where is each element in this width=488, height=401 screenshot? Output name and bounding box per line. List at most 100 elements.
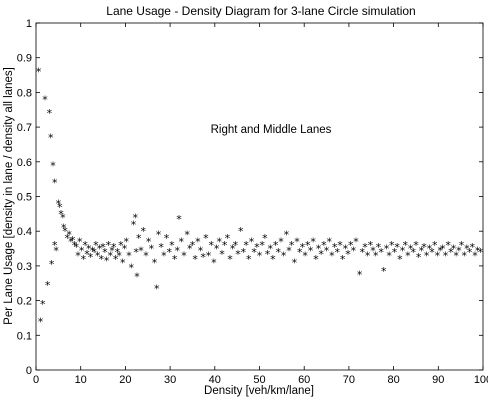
data-point: * xyxy=(265,248,271,261)
data-point: * xyxy=(370,244,376,257)
data-point: * xyxy=(62,225,68,238)
data-point: * xyxy=(143,249,149,262)
data-point: * xyxy=(360,246,366,259)
data-point: * xyxy=(225,232,231,245)
data-point: * xyxy=(397,253,403,266)
y-tick-label: 0.9 xyxy=(17,53,32,65)
data-point: * xyxy=(362,241,368,254)
data-point: * xyxy=(238,225,244,238)
data-point: * xyxy=(402,239,408,252)
data-point: * xyxy=(211,256,217,269)
data-point: * xyxy=(77,236,83,249)
data-point: * xyxy=(233,239,239,252)
data-point: * xyxy=(169,239,175,252)
data-point: * xyxy=(400,244,406,257)
data-point: * xyxy=(86,243,92,256)
data-point: * xyxy=(381,265,387,278)
data-point: * xyxy=(116,249,122,262)
data-point: * xyxy=(276,246,282,259)
data-point: * xyxy=(300,241,306,254)
data-point: * xyxy=(40,298,46,311)
data-point: * xyxy=(421,241,427,254)
data-point: * xyxy=(389,239,395,252)
y-tick-label: 0.5 xyxy=(17,192,32,204)
data-point: * xyxy=(82,239,88,252)
data-point: * xyxy=(175,244,181,257)
data-point: * xyxy=(297,246,303,259)
data-point: * xyxy=(353,236,359,249)
x-tick-label: 30 xyxy=(164,374,176,386)
data-point: * xyxy=(65,232,71,245)
data-point: * xyxy=(203,232,209,245)
data-point: * xyxy=(357,269,363,282)
y-tick-label: 0.1 xyxy=(17,330,32,342)
data-point: * xyxy=(408,243,414,256)
data-point: * xyxy=(156,229,162,242)
y-tick-label: 1 xyxy=(26,18,32,30)
data-point: * xyxy=(345,248,351,261)
data-point: * xyxy=(243,239,249,252)
x-tick-label: 50 xyxy=(253,374,265,386)
data-point: * xyxy=(305,239,311,252)
data-point: * xyxy=(99,253,105,266)
data-point: * xyxy=(459,239,465,252)
data-point: * xyxy=(413,239,419,252)
data-point: * xyxy=(45,279,51,292)
data-point: * xyxy=(435,249,441,262)
plot-frame xyxy=(35,22,484,371)
data-point: * xyxy=(107,249,113,262)
data-point: * xyxy=(456,244,462,257)
data-point: * xyxy=(246,253,252,266)
data-point: * xyxy=(373,249,379,262)
data-point: * xyxy=(472,249,478,262)
data-point: * xyxy=(278,236,284,249)
data-point: * xyxy=(348,239,354,252)
data-point: * xyxy=(152,256,158,269)
y-tick-label: 0.6 xyxy=(17,157,32,169)
data-point: * xyxy=(97,243,103,256)
data-point: * xyxy=(102,246,108,259)
data-point: * xyxy=(249,236,255,249)
data-point: * xyxy=(289,239,295,252)
data-point: * xyxy=(146,236,152,249)
data-point: * xyxy=(475,244,481,257)
data-point: * xyxy=(453,249,459,262)
data-point: * xyxy=(324,244,330,257)
data-point: * xyxy=(47,107,53,120)
data-point: * xyxy=(284,229,290,242)
data-point: * xyxy=(158,241,164,254)
data-point: * xyxy=(451,243,457,256)
data-point: * xyxy=(124,236,130,249)
data-point: * xyxy=(416,251,422,264)
data-point: * xyxy=(52,239,58,252)
x-tick-label: 90 xyxy=(432,374,444,386)
data-point: * xyxy=(49,258,55,271)
data-point: * xyxy=(38,315,44,328)
data-point: * xyxy=(95,249,101,262)
data-point: * xyxy=(198,244,204,257)
data-point: * xyxy=(149,243,155,256)
y-tick-label: 0.4 xyxy=(17,226,32,238)
data-point: * xyxy=(109,244,115,257)
data-point: * xyxy=(36,66,42,79)
data-point: * xyxy=(72,239,78,252)
data-point: * xyxy=(440,243,446,256)
series-annotation: Right and Middle Lanes xyxy=(211,124,332,136)
data-point: * xyxy=(429,246,435,259)
data-point: * xyxy=(60,211,66,224)
data-point: * xyxy=(70,234,76,247)
data-point: * xyxy=(192,253,198,266)
data-point: * xyxy=(115,246,121,259)
y-axis-label: Per Lane Usage [density in lane / densit… xyxy=(3,67,15,325)
x-tick-label: 0 xyxy=(33,374,39,386)
data-point: * xyxy=(222,239,228,252)
x-tick-label: 80 xyxy=(387,374,399,386)
data-point: * xyxy=(128,262,134,275)
data-point: * xyxy=(206,249,212,262)
data-point: * xyxy=(445,239,451,252)
y-axis: 0 0.1 0.2 0.3 0.4 0.5 0.6 0.7 0.8 0.9 1 xyxy=(17,18,483,377)
x-tick-label: 70 xyxy=(343,374,355,386)
data-point: * xyxy=(106,239,112,252)
data-point: * xyxy=(131,218,137,231)
